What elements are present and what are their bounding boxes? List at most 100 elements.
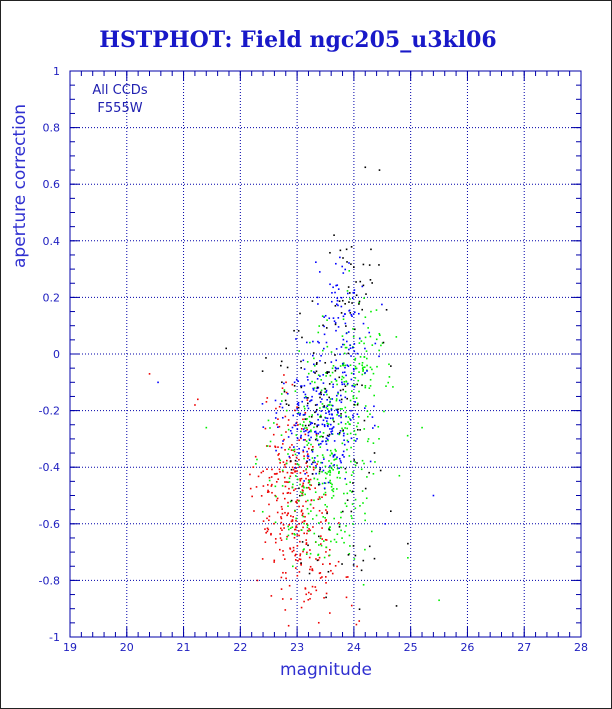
data-point xyxy=(347,352,350,355)
data-point xyxy=(282,492,284,495)
data-point xyxy=(342,315,345,318)
data-point xyxy=(314,461,316,464)
data-point xyxy=(327,481,330,484)
data-point xyxy=(325,509,327,511)
data-point xyxy=(319,375,321,377)
data-point xyxy=(348,534,351,537)
data-point xyxy=(357,312,360,315)
data-point xyxy=(319,498,321,500)
data-point xyxy=(291,519,294,521)
data-point xyxy=(353,350,356,353)
data-point xyxy=(316,362,318,364)
data-point xyxy=(333,464,336,466)
data-point xyxy=(299,466,301,468)
data-point xyxy=(293,448,296,451)
data-point xyxy=(307,379,309,381)
data-point xyxy=(283,463,286,466)
data-point xyxy=(266,491,269,493)
data-point xyxy=(384,523,386,525)
data-point xyxy=(317,483,320,486)
data-point xyxy=(295,422,297,425)
data-point xyxy=(359,505,361,507)
data-point xyxy=(310,510,312,512)
data-point xyxy=(337,423,340,425)
data-point xyxy=(352,373,355,375)
data-point xyxy=(296,407,298,410)
data-point xyxy=(317,460,319,463)
data-point xyxy=(318,544,320,546)
data-point xyxy=(320,544,323,547)
data-point xyxy=(345,332,348,335)
data-point xyxy=(364,386,367,389)
data-point xyxy=(295,525,298,527)
data-point xyxy=(363,428,366,430)
data-point xyxy=(307,455,310,458)
data-point xyxy=(268,515,271,518)
data-point xyxy=(348,270,351,272)
data-point xyxy=(328,404,331,406)
data-point xyxy=(296,406,298,408)
data-point xyxy=(317,535,320,538)
data-point xyxy=(364,512,366,515)
data-point xyxy=(271,483,273,486)
data-point xyxy=(341,454,344,456)
data-point xyxy=(341,442,344,445)
data-point xyxy=(354,401,357,403)
data-point xyxy=(322,432,325,434)
data-point xyxy=(284,399,287,402)
data-point xyxy=(283,374,285,376)
data-point xyxy=(329,449,332,452)
data-point xyxy=(261,558,264,560)
data-point xyxy=(325,519,328,521)
data-point xyxy=(285,431,287,433)
data-point xyxy=(287,505,289,507)
data-point xyxy=(319,392,322,394)
data-point xyxy=(291,486,294,489)
data-point xyxy=(302,470,305,472)
data-point xyxy=(323,425,326,428)
data-point xyxy=(316,386,319,389)
data-point xyxy=(332,464,335,467)
data-point xyxy=(285,409,288,412)
data-point xyxy=(280,516,282,518)
data-point xyxy=(323,493,325,496)
data-point xyxy=(286,366,289,369)
data-point xyxy=(323,487,326,490)
data-point xyxy=(357,422,359,424)
data-point xyxy=(351,490,354,493)
data-point xyxy=(343,492,345,495)
data-point xyxy=(319,396,321,399)
data-point xyxy=(333,320,336,322)
data-point xyxy=(310,593,312,595)
data-point xyxy=(335,329,337,332)
data-point xyxy=(351,315,353,318)
data-point xyxy=(329,401,331,404)
data-point xyxy=(290,449,293,451)
data-point xyxy=(326,408,329,410)
data-point xyxy=(326,319,328,321)
data-point xyxy=(368,545,371,548)
x-tick-label: 25 xyxy=(404,641,418,654)
data-point xyxy=(365,293,367,295)
data-point xyxy=(339,249,342,252)
data-point xyxy=(356,428,359,431)
data-point xyxy=(291,472,294,474)
data-point xyxy=(292,515,294,518)
data-point xyxy=(347,416,350,418)
data-point xyxy=(300,430,302,433)
data-point xyxy=(325,406,328,409)
data-point xyxy=(344,385,347,387)
data-point xyxy=(358,608,361,611)
data-point xyxy=(324,417,327,419)
data-point xyxy=(346,492,349,495)
data-point xyxy=(327,371,329,373)
y-tick-label: 0 xyxy=(53,348,60,361)
data-point xyxy=(330,467,333,470)
data-point xyxy=(350,372,353,375)
data-point xyxy=(325,341,328,344)
data-point xyxy=(341,510,344,513)
data-point xyxy=(262,470,265,473)
data-point xyxy=(329,423,332,426)
data-point xyxy=(331,371,334,374)
data-point xyxy=(312,352,315,354)
